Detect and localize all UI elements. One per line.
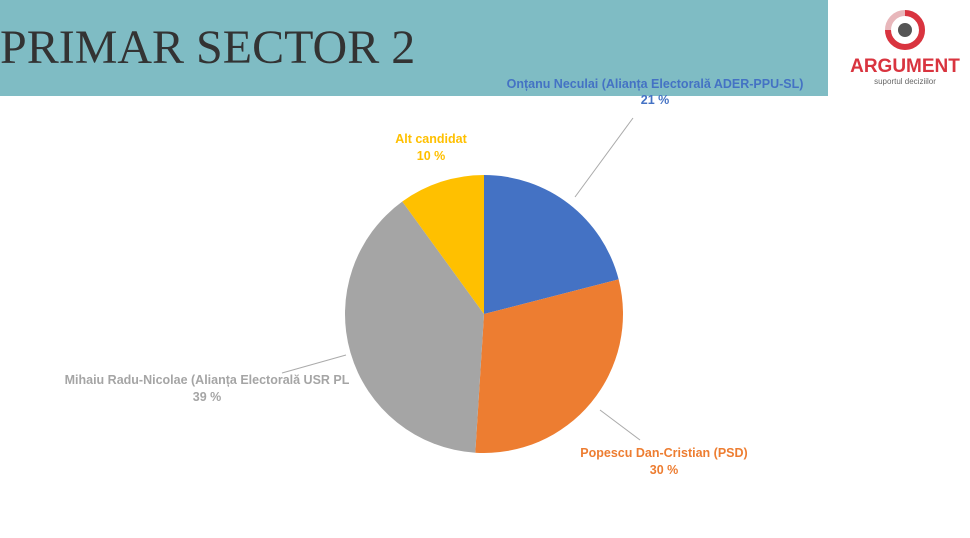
slice-label: Onțanu Neculai (Alianța Electorală ADER-… bbox=[507, 77, 804, 91]
slice-label: Popescu Dan-Cristian (PSD) bbox=[580, 446, 747, 460]
pie bbox=[345, 175, 623, 453]
value-label: 30 % bbox=[650, 463, 679, 477]
header-band bbox=[0, 0, 828, 96]
pie-slice bbox=[402, 175, 484, 314]
leader-line bbox=[574, 117, 634, 198]
slice-label: Mihaiu Radu-Nicolae (Alianța Electorală … bbox=[65, 373, 350, 387]
chart-title: PRIMAR SECTOR 2 bbox=[0, 21, 415, 74]
leader-line bbox=[281, 354, 347, 374]
labels: Onțanu Neculai (Alianța Electorală ADER-… bbox=[65, 77, 804, 477]
slice-label: Alt candidat bbox=[395, 132, 467, 146]
logo-tagline: suportul deciziilor bbox=[874, 77, 936, 86]
pie-slice bbox=[475, 279, 623, 453]
pie-slice bbox=[484, 175, 619, 314]
value-label: 21 % bbox=[641, 93, 670, 107]
logo-name: ARGUMENT bbox=[850, 56, 960, 77]
leader-line bbox=[599, 409, 641, 441]
pie-slice bbox=[345, 201, 484, 453]
logo-icon bbox=[885, 10, 925, 50]
value-label: 39 % bbox=[193, 390, 222, 404]
value-label: 10 % bbox=[417, 149, 446, 163]
